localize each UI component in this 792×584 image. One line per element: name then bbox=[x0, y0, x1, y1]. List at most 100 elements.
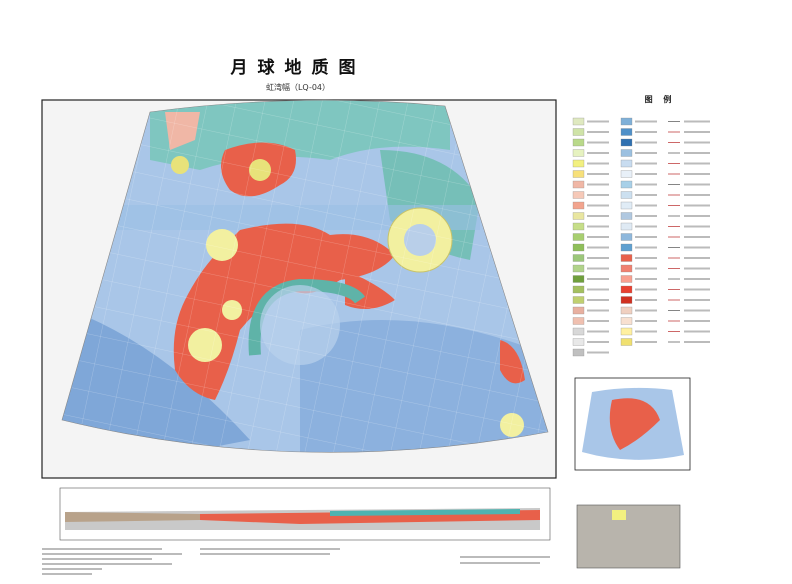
legend-swatch bbox=[572, 222, 585, 231]
legend-text bbox=[635, 299, 657, 301]
legend-text bbox=[635, 246, 657, 249]
legend-text bbox=[635, 330, 657, 333]
legend-text bbox=[635, 278, 657, 280]
legend-title: 图 例 bbox=[645, 94, 676, 104]
legend-swatch bbox=[572, 306, 585, 315]
legend-text bbox=[635, 194, 657, 196]
legend-text bbox=[684, 299, 710, 301]
index-highlight bbox=[612, 510, 626, 520]
legend-text bbox=[587, 194, 609, 196]
legend-text bbox=[684, 278, 710, 280]
legend-swatch bbox=[620, 264, 633, 273]
legend-text bbox=[587, 257, 609, 259]
legend-text bbox=[587, 162, 609, 165]
legend-swatch bbox=[620, 317, 633, 325]
legend-swatch bbox=[620, 296, 633, 304]
legend-swatch bbox=[572, 296, 585, 304]
legend-text bbox=[635, 288, 657, 291]
legend-text bbox=[587, 320, 609, 322]
legend-swatch bbox=[572, 264, 585, 273]
section-teal bbox=[330, 509, 520, 516]
legend-text bbox=[684, 225, 710, 228]
legend-swatch bbox=[572, 254, 585, 262]
legend-text bbox=[684, 141, 710, 144]
legend-text bbox=[684, 120, 710, 123]
legend-text bbox=[587, 246, 609, 249]
legend-swatch bbox=[572, 138, 585, 147]
legend-text bbox=[587, 120, 609, 123]
legend-text bbox=[587, 288, 609, 291]
footer-notes bbox=[42, 548, 550, 575]
legend-swatch bbox=[620, 243, 633, 252]
legend-text bbox=[684, 215, 710, 217]
legend-text bbox=[587, 152, 609, 154]
legend-swatch bbox=[572, 212, 585, 220]
legend-text bbox=[587, 299, 609, 301]
legend-swatch bbox=[620, 117, 633, 126]
legend-swatch bbox=[572, 327, 585, 336]
legend-swatch bbox=[620, 128, 633, 136]
legend-swatch bbox=[572, 348, 585, 357]
index-map bbox=[576, 504, 681, 569]
legend-swatch bbox=[620, 306, 633, 315]
legend-text bbox=[684, 131, 710, 133]
legend-swatch bbox=[572, 338, 585, 346]
legend-text bbox=[587, 173, 609, 175]
legend-swatch bbox=[572, 149, 585, 157]
legend-text bbox=[684, 320, 710, 322]
legend-text bbox=[684, 257, 710, 259]
map-title: 月球地质图 bbox=[230, 57, 366, 78]
legend-text bbox=[587, 267, 609, 270]
legend-swatch bbox=[620, 149, 633, 157]
legend-text bbox=[587, 225, 609, 228]
legend-text bbox=[684, 204, 710, 207]
legend-swatch bbox=[572, 285, 585, 294]
legend-text bbox=[684, 341, 710, 343]
legend-text bbox=[587, 204, 609, 207]
legend-text bbox=[635, 341, 657, 343]
legend-text bbox=[587, 131, 609, 133]
legend-text bbox=[587, 309, 609, 312]
legend-swatch bbox=[572, 201, 585, 210]
legend-swatch bbox=[572, 180, 585, 189]
legend-swatch bbox=[620, 201, 633, 210]
legend-swatch bbox=[572, 317, 585, 325]
legend-text bbox=[635, 215, 657, 217]
legend-swatch bbox=[572, 275, 585, 283]
legend-text bbox=[635, 267, 657, 270]
legend-text bbox=[684, 194, 710, 196]
legend-text bbox=[684, 330, 710, 333]
map-boundary bbox=[61, 99, 549, 453]
legend-text bbox=[635, 309, 657, 312]
legend-swatch bbox=[620, 159, 633, 168]
map-subtitle: 虹湾幅（LQ-04） bbox=[266, 82, 330, 92]
legend-text bbox=[635, 320, 657, 322]
legend-text bbox=[587, 183, 609, 186]
legend-text bbox=[684, 288, 710, 291]
legend-text bbox=[587, 341, 609, 343]
legend-swatch bbox=[620, 233, 633, 241]
legend-swatch bbox=[620, 180, 633, 189]
legend-swatch bbox=[620, 191, 633, 199]
legend-swatch bbox=[620, 170, 633, 178]
legend-swatch bbox=[572, 159, 585, 168]
legend-text bbox=[587, 141, 609, 144]
legend-swatch bbox=[620, 212, 633, 220]
legend-text bbox=[684, 236, 710, 238]
legend-swatch bbox=[620, 138, 633, 147]
legend-text bbox=[587, 215, 609, 217]
legend-text bbox=[635, 236, 657, 238]
legend-text bbox=[635, 204, 657, 207]
section-brown bbox=[65, 512, 200, 522]
legend-text bbox=[635, 162, 657, 165]
legend-text bbox=[684, 267, 710, 270]
legend-text bbox=[635, 173, 657, 175]
legend-swatch bbox=[620, 222, 633, 231]
legend-text bbox=[587, 236, 609, 238]
legend-swatch bbox=[572, 233, 585, 241]
legend-swatch bbox=[572, 191, 585, 199]
legend-text bbox=[635, 120, 657, 123]
legend-text bbox=[635, 225, 657, 228]
legend-text bbox=[684, 246, 710, 249]
legend-text bbox=[635, 257, 657, 259]
